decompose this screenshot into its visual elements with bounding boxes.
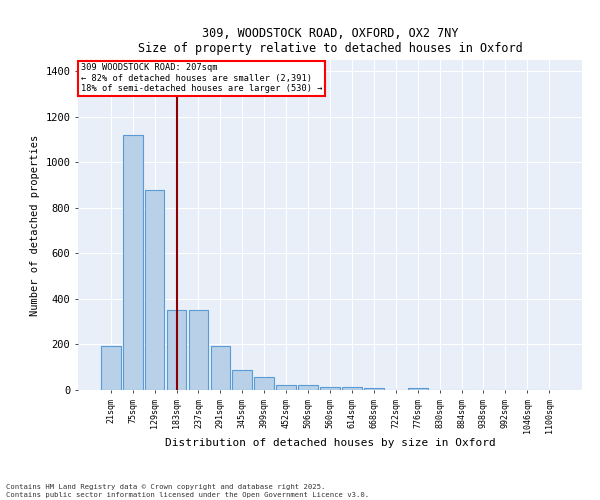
Text: 309 WOODSTOCK ROAD: 207sqm
← 82% of detached houses are smaller (2,391)
18% of s: 309 WOODSTOCK ROAD: 207sqm ← 82% of deta… bbox=[80, 64, 322, 93]
Bar bbox=[123, 135, 143, 390]
Bar bbox=[408, 388, 428, 390]
Bar bbox=[320, 386, 340, 390]
Bar bbox=[254, 378, 274, 390]
Bar bbox=[145, 190, 164, 390]
Bar bbox=[232, 370, 252, 390]
Bar bbox=[342, 386, 362, 390]
Bar bbox=[298, 386, 318, 390]
Bar bbox=[188, 310, 208, 390]
Title: 309, WOODSTOCK ROAD, OXFORD, OX2 7NY
Size of property relative to detached house: 309, WOODSTOCK ROAD, OXFORD, OX2 7NY Siz… bbox=[137, 26, 523, 54]
Bar bbox=[167, 310, 187, 390]
Bar bbox=[276, 386, 296, 390]
Bar bbox=[211, 346, 230, 390]
Text: Contains HM Land Registry data © Crown copyright and database right 2025.
Contai: Contains HM Land Registry data © Crown c… bbox=[6, 484, 369, 498]
Y-axis label: Number of detached properties: Number of detached properties bbox=[30, 134, 40, 316]
Bar bbox=[364, 388, 384, 390]
X-axis label: Distribution of detached houses by size in Oxford: Distribution of detached houses by size … bbox=[164, 438, 496, 448]
Bar bbox=[101, 346, 121, 390]
